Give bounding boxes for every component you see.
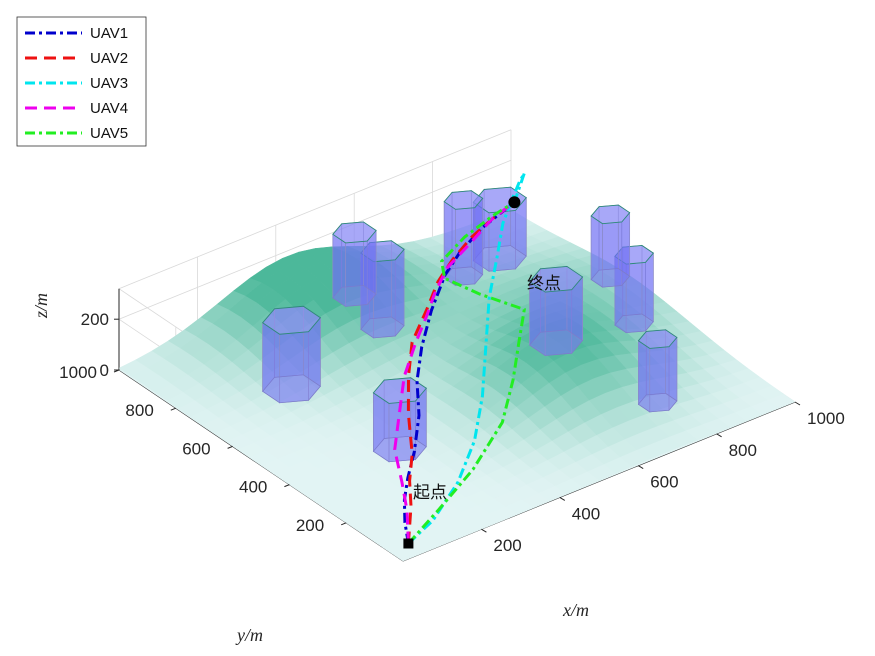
z-axis-label: z/m bbox=[31, 293, 51, 319]
endpoint-markers bbox=[403, 196, 521, 549]
obstacle bbox=[261, 305, 322, 404]
x-tick-label: 200 bbox=[493, 536, 521, 555]
end-label: 终点 bbox=[527, 274, 561, 294]
legend-label: UAV1 bbox=[90, 25, 128, 42]
legend-label: UAV2 bbox=[90, 50, 128, 67]
obstacle bbox=[472, 186, 527, 272]
x-tick-label: 1000 bbox=[807, 409, 845, 428]
y-tick-label: 800 bbox=[125, 401, 153, 420]
legend-label: UAV4 bbox=[90, 100, 128, 117]
y-tick-label: 600 bbox=[182, 439, 210, 458]
z-tick-label: 200 bbox=[81, 310, 109, 329]
terrain-cell bbox=[118, 359, 148, 377]
z-tick-label: 0 bbox=[100, 361, 109, 380]
obstacle bbox=[590, 204, 631, 288]
end-marker bbox=[508, 196, 521, 209]
start-marker bbox=[403, 538, 414, 549]
y-tick-label: 200 bbox=[296, 516, 324, 535]
legend-label: UAV3 bbox=[90, 75, 128, 92]
y-axis-label: y/m bbox=[235, 625, 263, 645]
obstacle bbox=[637, 329, 678, 413]
uav-path-5 bbox=[407, 200, 526, 545]
x-tick-label: 400 bbox=[572, 504, 600, 523]
y-tick-label: 400 bbox=[239, 478, 267, 497]
obstacle bbox=[528, 265, 584, 357]
x-tick-label: 800 bbox=[729, 441, 757, 460]
start-label: 起点 bbox=[413, 483, 447, 503]
uav-path-4 bbox=[393, 201, 516, 544]
legend-label: UAV5 bbox=[90, 125, 128, 142]
obstacle-columns bbox=[261, 186, 678, 463]
legend: UAV1 UAV2 UAV3 UAV4 UAV5 bbox=[16, 16, 147, 147]
x-tick-label: 600 bbox=[650, 473, 678, 492]
x-axis-label: x/m bbox=[562, 600, 589, 620]
uav-path-3 bbox=[407, 172, 526, 545]
obstacle bbox=[614, 244, 655, 334]
y-tick-label: 1000 bbox=[59, 363, 97, 382]
obstacle bbox=[332, 221, 377, 308]
uav-paths bbox=[393, 172, 526, 545]
uav-path-2 bbox=[406, 201, 516, 544]
